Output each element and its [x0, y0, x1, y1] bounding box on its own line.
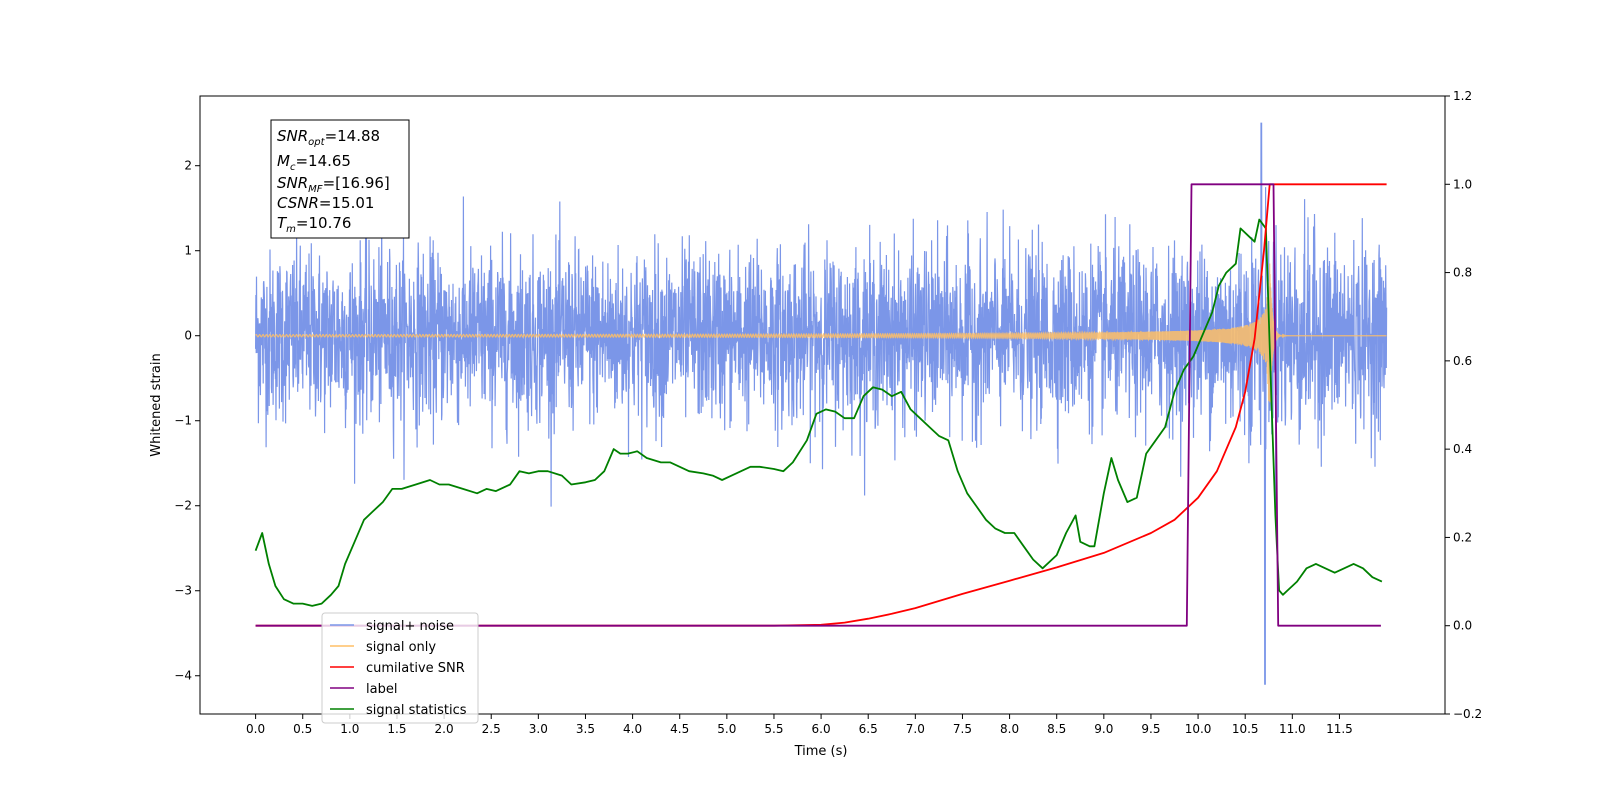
series-layer	[254, 122, 1388, 685]
y-tick-label: 1	[184, 244, 192, 258]
plot-frame	[199, 95, 1446, 715]
annotation-line-mc: Mc=14.65	[277, 152, 351, 173]
y-tick-label: 2	[184, 159, 192, 173]
y-tick-label: −2	[174, 499, 192, 513]
legend-entry-signal-statistics: signal statistics	[330, 703, 467, 718]
x-tick-label: 5.0	[717, 722, 736, 736]
annotation-line-csnr: CSNR=15.01	[277, 194, 374, 212]
legend-label-cumilative-snr: cumilative SNR	[366, 661, 465, 676]
x-tick-label: 7.5	[953, 722, 972, 736]
x-tick-label: 9.5	[1141, 722, 1160, 736]
y2-tick-label: 0.4	[1453, 442, 1472, 456]
ticks-layer: 0.0 0.5 1.0 1.5 2.0 2.5 3.0 3.5 4.0 4.5 5.0 5.5 6.0 6…	[174, 89, 1482, 736]
x-tick-label: 1.5	[387, 722, 406, 736]
x-tick-label: 8.0	[1000, 722, 1019, 736]
legend-entry-signal-noise: signal+ noise	[330, 619, 454, 634]
x-tick-label: 2.0	[435, 722, 454, 736]
series-line-signal-only	[255, 263, 1387, 403]
series-line-cumilative-snr	[255, 183, 1387, 627]
y2-tick-label: 1.0	[1453, 177, 1472, 191]
series-line-label	[255, 183, 1381, 627]
y2-tick-label: 0.0	[1453, 619, 1472, 633]
y-tick-label: −4	[174, 669, 192, 683]
x-tick-label: 4.5	[670, 722, 689, 736]
x-tick-label: 3.0	[529, 722, 548, 736]
legend-entry-signal-only: signal only	[330, 640, 436, 655]
legend-label-label: label	[366, 682, 397, 697]
legend-label-signal-only: signal only	[366, 640, 436, 655]
y2-tick-label: 0.6	[1453, 354, 1472, 368]
x-tick-label: 6.5	[859, 722, 878, 736]
legend-entry-cumilative-snr: cumilative SNR	[330, 661, 465, 676]
annotation-line-snr-mf: SNRMF=[16.96]	[277, 174, 390, 195]
x-tick-label: 0.0	[246, 722, 265, 736]
y2-tick-label: 0.8	[1453, 266, 1472, 280]
y-tick-label: 0	[184, 329, 192, 343]
x-tick-label: 5.5	[764, 722, 783, 736]
annotation-line-tm: Tm=10.76	[277, 214, 351, 235]
x-tick-label: 2.5	[482, 722, 501, 736]
x-tick-label: 10.5	[1232, 722, 1259, 736]
x-tick-label: 6.0	[812, 722, 831, 736]
legend-label-signal-noise: signal+ noise	[366, 619, 454, 634]
annotation-line-snr-opt: SNRopt=14.88	[277, 127, 380, 148]
x-axis-label: Time (s)	[794, 744, 848, 759]
legend: signal+ noise signal only cumilative SNR…	[321, 612, 479, 724]
x-tick-label: 9.0	[1094, 722, 1113, 736]
x-tick-label: 0.5	[293, 722, 312, 736]
x-tick-label: 1.0	[340, 722, 359, 736]
series-line-signal-statistics	[254, 218, 1383, 607]
y-tick-label: −1	[174, 414, 192, 428]
x-tick-label: 7.0	[906, 722, 925, 736]
x-tick-label: 11.5	[1326, 722, 1353, 736]
x-tick-label: 4.0	[623, 722, 642, 736]
series-line-signal-noise	[255, 122, 1388, 685]
legend-entry-label: label	[330, 682, 397, 697]
x-tick-label: 3.5	[576, 722, 595, 736]
x-tick-label: 11.0	[1279, 722, 1306, 736]
y2-tick-label: 1.2	[1453, 89, 1472, 103]
x-tick-label: 10.0	[1185, 722, 1212, 736]
y2-tick-label: 0.2	[1453, 530, 1472, 544]
y-axis-label: Whitened strain	[149, 353, 164, 456]
annotation-box: SNRopt=14.88 Mc=14.65 SNRMF=[16.96] CSNR…	[270, 119, 410, 239]
x-tick-label: 8.5	[1047, 722, 1066, 736]
y-tick-label: −3	[174, 584, 192, 598]
y2-tick-label: −0.2	[1453, 707, 1482, 721]
legend-label-signal-statistics: signal statistics	[366, 703, 467, 718]
